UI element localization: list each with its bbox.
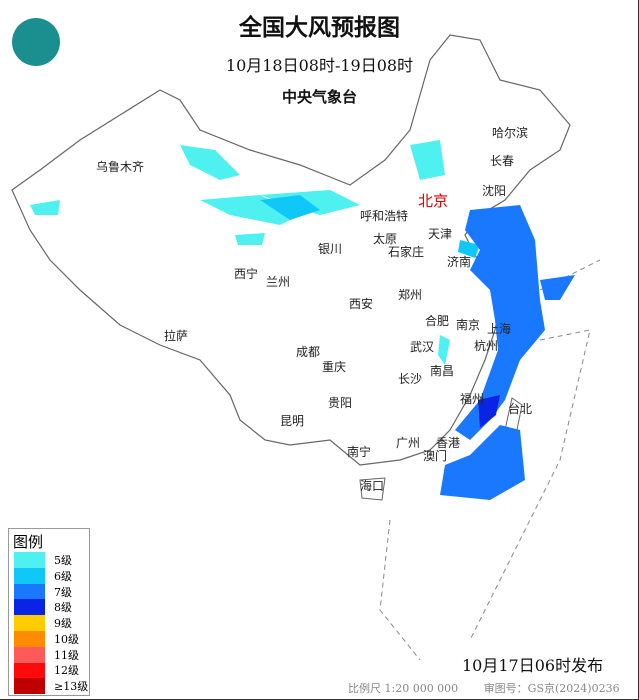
city-label: 长沙 [398,372,423,386]
legend-swatch [14,567,45,584]
city-label: 贵阳 [328,396,353,410]
legend-item: 11级 [9,646,89,663]
wind-level-7-areas [440,205,575,500]
wind-level-6-areas [260,195,480,258]
city-label: 重庆 [322,360,347,374]
city-label: 天津 [428,227,453,241]
legend-swatch [14,662,45,679]
legend-swatch [14,615,45,631]
legend-item: 12级 [9,662,89,679]
legend-label: 11级 [54,648,79,662]
city-label: 香港 [436,436,461,450]
legend-item: 5级 [9,552,89,568]
city-label: 西宁 [234,267,259,281]
legend-item: 7级 [9,583,89,600]
city-label: 上海 [487,322,512,336]
city-label: 呼和浩特 [360,209,409,223]
city-label: 郑州 [398,288,423,302]
agency-name: 中央气象台 [281,88,357,106]
legend-item: ≥13级 [9,678,89,695]
legend-label: 5级 [54,553,72,567]
legend-title: 图例 [13,533,44,551]
city-label: 乌鲁木齐 [96,160,145,174]
city-label: 石家庄 [388,245,425,259]
map-footer: 比例尺 1:20 000 000 审图号：GS京(2024)0236号 [348,680,638,699]
legend-swatch [14,552,45,568]
wind-level-8-areas [478,395,500,428]
map-approval-number: 审图号：GS京(2024)0236号 [348,682,620,699]
city-label: 太原 [373,232,398,246]
legend-item: 6级 [9,567,89,584]
city-label: 长春 [490,154,515,168]
legend-swatch [14,630,45,647]
legend-swatch [14,646,45,663]
city-label: 南京 [456,318,481,332]
legend: 图例 5级 6级 7级 8级 9级 10级 11级 12级 ≥13级 [8,528,90,696]
legend-swatch [14,583,45,600]
city-label: 西安 [349,297,374,311]
city-label: 哈尔滨 [492,126,529,140]
city-label: 广州 [396,436,421,450]
city-label: 合肥 [425,314,450,328]
city-label: 澳门 [423,449,448,463]
legend-label: 8级 [54,601,72,615]
legend-label: 7级 [54,585,72,599]
legend-swatch [14,599,45,616]
issue-time: 10月17日06时发布 [462,656,604,675]
legend-label: 9级 [54,617,72,631]
city-label: 南宁 [347,445,372,459]
city-label: 济南 [447,255,472,269]
map-title: 全国大风预报图 [239,14,400,41]
cma-logo-icon [12,18,60,66]
legend-label: ≥13级 [54,680,89,694]
legend-label: 6级 [54,569,72,583]
legend-item: 10级 [9,630,89,647]
hainan-island [359,477,386,501]
city-label: 成都 [296,345,321,359]
city-label: 武汉 [410,340,435,354]
legend-label: 10级 [54,632,79,646]
city-label: 兰州 [266,275,291,289]
legend-item: 8级 [9,599,89,616]
city-label: 拉萨 [164,329,189,343]
city-label: 银川 [318,242,343,256]
map-scale: 比例尺 1:20 000 000 [348,682,459,695]
city-label: 杭州 [474,339,499,353]
legend-swatch [14,678,45,695]
city-label: 南昌 [430,364,455,378]
legend-item: 9级 [9,615,89,631]
city-label: 沈阳 [482,184,507,198]
city-label: 海口 [360,479,385,493]
forecast-period: 10月18日08时-19日08时 [225,56,414,75]
city-label: 福州 [460,392,485,406]
legend-label: 12级 [54,664,79,678]
city-label: 昆明 [280,414,305,428]
wind-level-5-areas [30,140,450,365]
city-label: 台北 [508,402,533,416]
city-label-capital: 北京 [418,192,449,210]
